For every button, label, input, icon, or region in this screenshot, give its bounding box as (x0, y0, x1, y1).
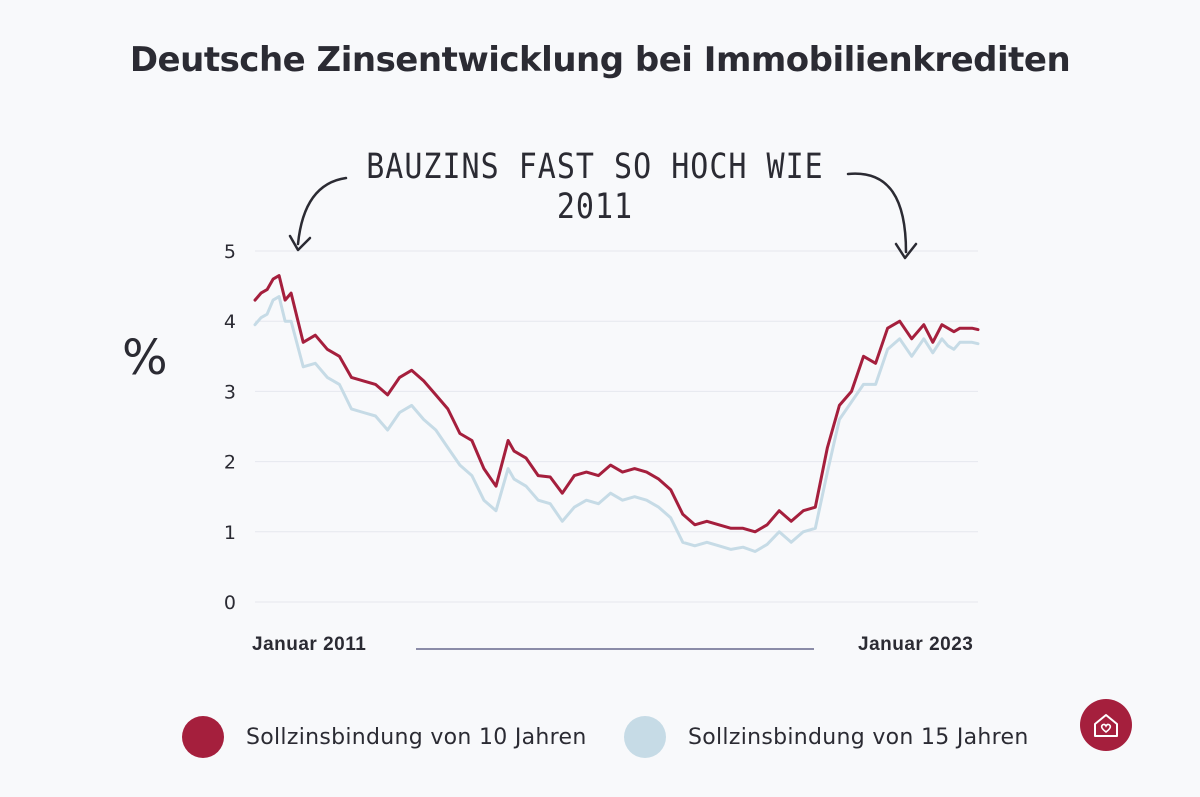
series-line-10-jahre (253, 274, 980, 534)
line-chart: 0 1 2 3 4 5 (224, 172, 980, 614)
y-tick-label-2: 2 (224, 452, 236, 474)
right-arrow-head-icon (894, 242, 918, 260)
legend-swatch-10-jahre (182, 716, 224, 758)
x-axis-end-label: Januar 2023 (858, 634, 974, 655)
legend-swatch-15-jahre (624, 716, 666, 758)
timeline-line (416, 648, 814, 650)
annotation-text: BAUZINS FAST SO HOCH WIE 2011 (366, 146, 824, 228)
y-tick-label-3: 3 (224, 381, 236, 403)
y-tick-label-0: 0 (224, 592, 236, 614)
legend-item-15-jahre: Sollzinsbindung von 15 Jahren (624, 712, 1029, 762)
y-axis-percent-symbol: % (122, 330, 168, 386)
right-arrow-icon (846, 172, 908, 254)
legend-item-10-jahre: Sollzinsbindung von 10 Jahren (182, 712, 587, 762)
legend-label-10-jahre: Sollzinsbindung von 10 Jahren (246, 724, 587, 750)
x-axis-start-label: Januar 2011 (252, 634, 367, 655)
chart-title: Deutsche Zinsentwicklung bei Immobilienk… (129, 40, 1071, 80)
left-arrow-head-icon (288, 234, 312, 252)
house-heart-icon[interactable] (1080, 699, 1132, 751)
series-line-15-jahre (253, 295, 980, 553)
left-arrow-icon (296, 176, 348, 246)
y-tick-label-5: 5 (224, 241, 236, 263)
y-tick-label-1: 1 (224, 522, 236, 544)
y-tick-label-4: 4 (224, 311, 236, 333)
legend-label-15-jahre: Sollzinsbindung von 15 Jahren (688, 724, 1029, 750)
